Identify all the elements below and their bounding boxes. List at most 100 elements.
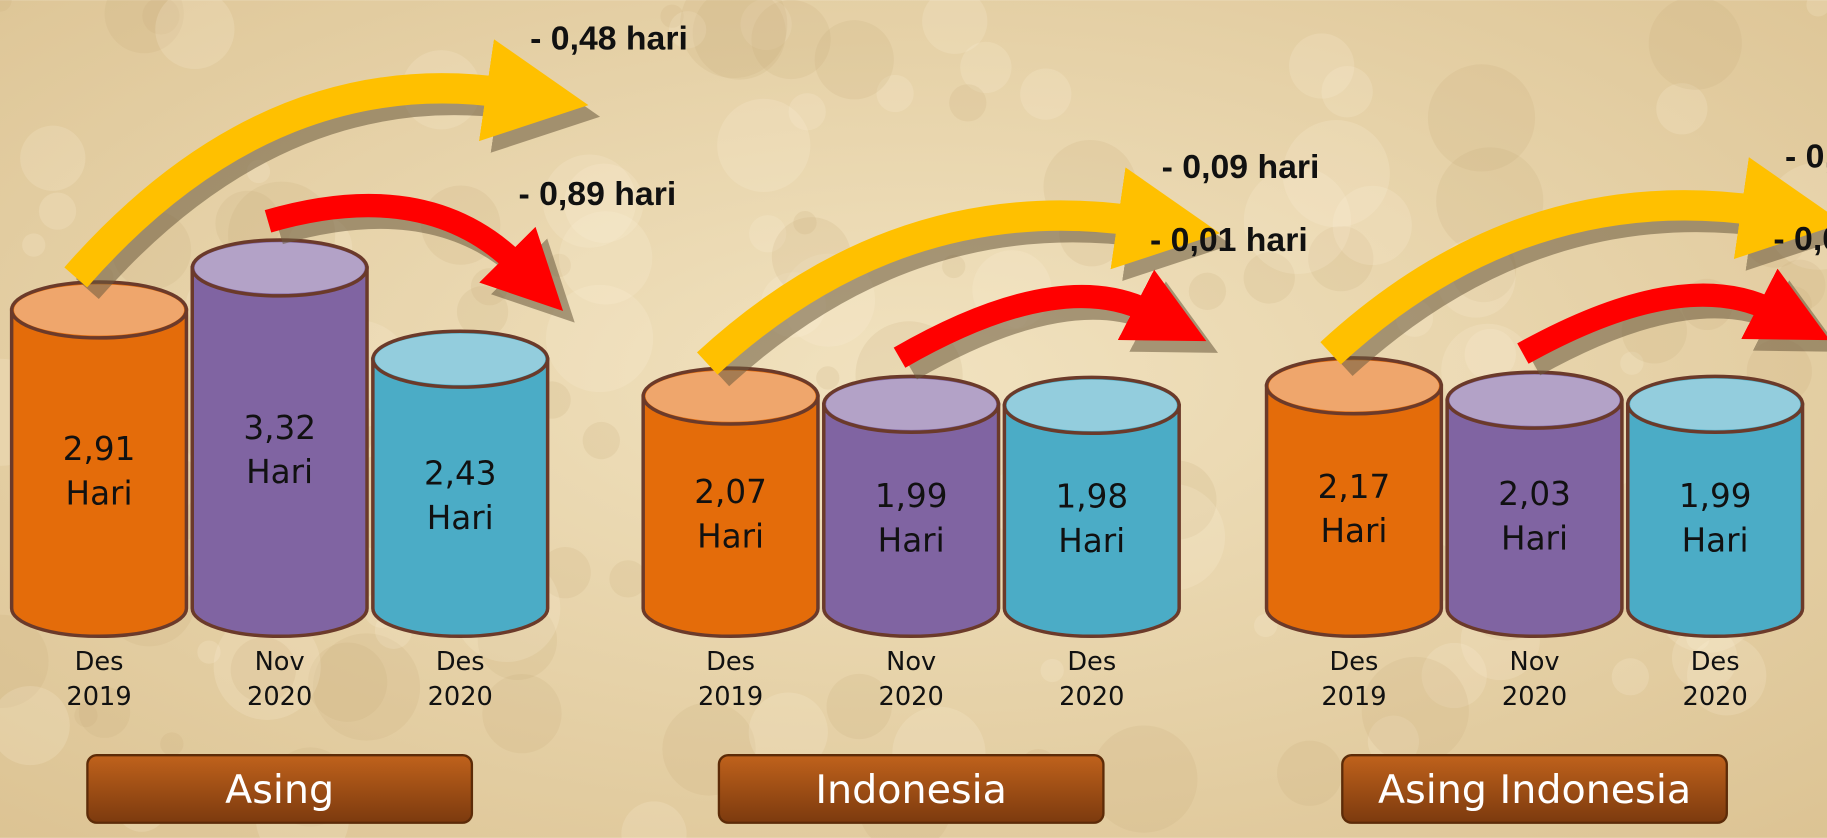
texture	[38, 192, 77, 230]
cylinder-top	[371, 329, 550, 389]
texture	[213, 612, 321, 720]
arrow	[1517, 268, 1827, 364]
texture	[717, 98, 811, 192]
cylinder-top-shine	[1006, 379, 1177, 431]
cylinder	[1626, 402, 1805, 639]
texture	[74, 703, 98, 728]
texture	[660, 4, 684, 28]
value-label: 2,07 Hari	[694, 473, 767, 555]
texture	[0, 685, 70, 766]
texture	[482, 674, 562, 754]
cylinder	[9, 308, 189, 639]
texture	[1243, 252, 1295, 304]
texture	[1620, 351, 1644, 375]
value-label: 2,91 Hari	[63, 430, 136, 512]
group-label: Asing Indonesia	[1378, 767, 1691, 813]
texture	[609, 560, 647, 598]
cylinder-top-shine	[13, 284, 185, 336]
group-button	[86, 753, 474, 824]
value-label: 1,98 Hari	[1055, 478, 1128, 560]
cylinder-top	[1626, 374, 1805, 435]
cylinder	[1445, 398, 1624, 639]
texture	[197, 640, 221, 664]
texture	[1671, 625, 1738, 691]
cylinder-top-shine	[1449, 374, 1620, 426]
texture	[582, 421, 620, 460]
cylinder	[190, 266, 369, 639]
value-label: 2,17 Hari	[1318, 468, 1391, 550]
texture	[793, 211, 817, 235]
texture	[542, 154, 637, 248]
texture	[1243, 166, 1352, 275]
annotation: - 0,18 hari	[1785, 138, 1827, 176]
texture	[78, 686, 131, 738]
texture	[751, 0, 831, 80]
texture	[539, 546, 591, 599]
category-label: Des 2020	[428, 647, 493, 712]
texture	[1282, 120, 1390, 228]
texture	[0, 0, 12, 12]
texture	[826, 673, 892, 740]
texture	[1020, 68, 1072, 120]
texture	[668, 11, 707, 49]
texture	[160, 732, 184, 756]
annotation: - 0,89 hari	[519, 175, 677, 213]
texture	[1289, 33, 1355, 99]
texture	[1611, 658, 1650, 696]
texture	[788, 93, 826, 131]
category-label: Des 2019	[698, 647, 763, 712]
texture	[1648, 0, 1742, 90]
texture	[142, 0, 180, 35]
texture	[814, 20, 894, 100]
texture	[1361, 656, 1469, 765]
texture	[876, 74, 914, 113]
texture	[1308, 226, 1374, 292]
value-label: 2,03 Hari	[1498, 475, 1571, 557]
value-label: 2,43 Hari	[424, 455, 497, 537]
texture	[621, 801, 687, 838]
cylinder	[1002, 403, 1181, 639]
texture	[740, 0, 792, 51]
category-label: Nov 2020	[247, 647, 312, 712]
annotation: - 0,09 hari	[1162, 148, 1320, 186]
cylinder-top-shine	[1268, 360, 1439, 412]
group-label: Asing	[225, 767, 334, 813]
texture	[749, 215, 787, 253]
texture	[1090, 725, 1198, 833]
arrow	[697, 167, 1220, 375]
texture	[104, 0, 184, 54]
cylinder	[641, 394, 820, 639]
group-label: Indonesia	[815, 767, 1007, 813]
texture	[942, 254, 966, 279]
cylinder-top	[190, 238, 369, 298]
texture	[680, 0, 788, 79]
cylinder-top-shine	[194, 242, 365, 294]
texture	[0, 614, 49, 708]
texture	[1687, 636, 1767, 716]
arrow	[1320, 157, 1827, 365]
value-label: 3,32 Hari	[243, 409, 316, 491]
arrow	[264, 193, 564, 311]
texture	[312, 633, 421, 741]
texture	[22, 233, 46, 257]
cylinder-top-shine	[1630, 378, 1801, 430]
cylinder-top	[1445, 370, 1624, 430]
cylinder	[822, 402, 1001, 639]
cylinder-top-shine	[375, 333, 546, 385]
texture	[1806, 0, 1827, 17]
cylinder	[371, 357, 550, 639]
texture	[1277, 740, 1343, 806]
annotation: - 0,04 hari	[1773, 220, 1827, 258]
texture	[1040, 658, 1064, 683]
cylinder-top	[1002, 375, 1181, 436]
group-button	[717, 753, 1105, 824]
category-label: Des 2019	[1321, 647, 1386, 712]
texture	[816, 366, 840, 390]
texture	[155, 0, 235, 69]
category-label: Des 2020	[1683, 647, 1748, 712]
annotation: - 0,48 hari	[530, 20, 688, 58]
category-label: Nov 2020	[1502, 647, 1567, 712]
texture	[308, 642, 388, 722]
value-label: 1,99 Hari	[875, 477, 948, 559]
